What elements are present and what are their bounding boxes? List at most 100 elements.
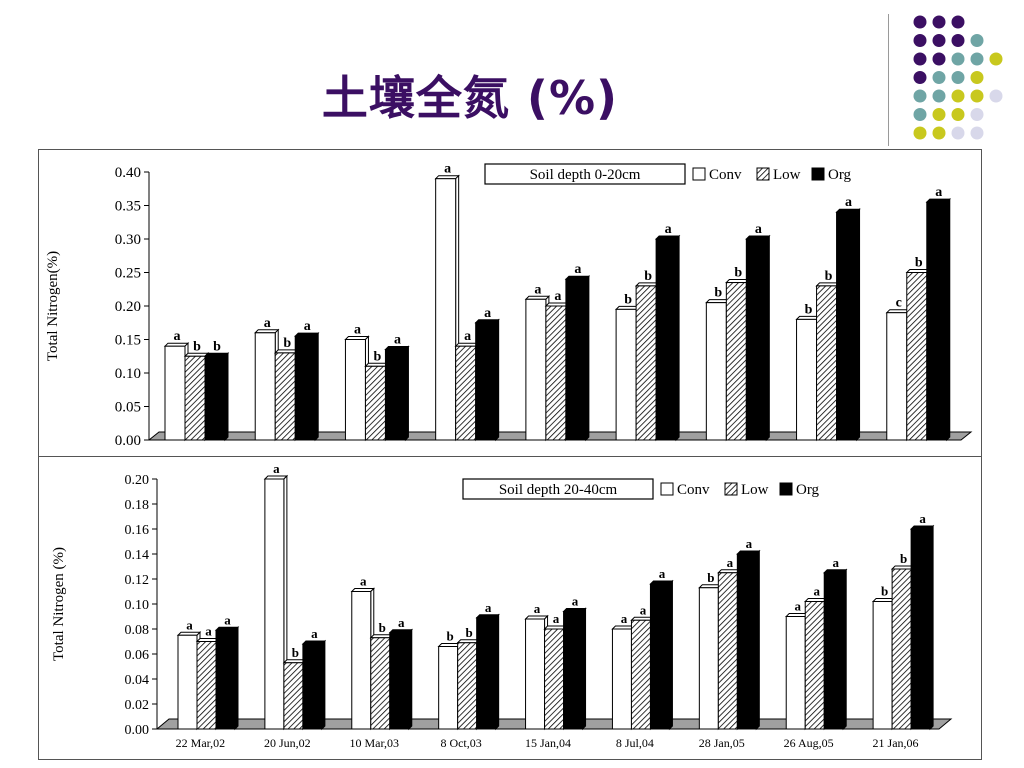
chart-panel-0-20cm: 0.00 0.05 0.10 0.15 0.20 0.25 0.30 0.35 0.40 Tota… bbox=[38, 149, 982, 458]
significance-letter: b bbox=[447, 629, 454, 644]
y-tick-label: 0.40 bbox=[115, 165, 141, 181]
legend-swatch-org bbox=[811, 167, 825, 181]
significance-letter: b bbox=[915, 256, 923, 271]
decor-dot bbox=[932, 108, 946, 121]
y-tick-label: 0.05 bbox=[115, 400, 141, 416]
legend-swatch-org bbox=[779, 482, 793, 496]
significance-letter: a bbox=[398, 615, 405, 630]
significance-letter: a bbox=[553, 611, 560, 626]
legend-label-org: Org bbox=[828, 167, 852, 183]
bar-org bbox=[835, 207, 861, 442]
significance-letter: a bbox=[746, 536, 753, 551]
bar-org bbox=[214, 626, 240, 731]
bar-org bbox=[294, 331, 320, 442]
significance-letter: a bbox=[813, 584, 820, 599]
decor-dot bbox=[951, 15, 965, 29]
significance-letter: a bbox=[360, 574, 367, 589]
significance-letter: a bbox=[794, 599, 801, 614]
decor-dot bbox=[951, 126, 965, 140]
title-divider-line bbox=[888, 14, 889, 146]
significance-letter: b bbox=[379, 620, 386, 635]
legend-title-box bbox=[484, 163, 686, 185]
bar-org bbox=[925, 197, 951, 442]
significance-letter: b bbox=[624, 292, 632, 307]
significance-letter: a bbox=[304, 319, 311, 334]
significance-letter: a bbox=[919, 511, 926, 526]
significance-letter: a bbox=[574, 262, 581, 277]
x-tick-label: 8 Jul,04 bbox=[616, 736, 654, 750]
significance-letter: a bbox=[464, 329, 471, 344]
significance-letter: b bbox=[213, 339, 221, 354]
decor-dot bbox=[932, 34, 946, 47]
y-tick-label: 0.20 bbox=[115, 299, 141, 315]
significance-letter: a bbox=[659, 566, 666, 581]
bar-org bbox=[564, 274, 591, 442]
bar-org bbox=[301, 639, 327, 731]
decor-dot bbox=[970, 89, 984, 103]
significance-letter: a bbox=[174, 329, 181, 344]
decor-dot bbox=[932, 52, 946, 66]
decor-dot bbox=[970, 52, 984, 66]
decor-dot bbox=[932, 89, 946, 103]
significance-letter: a bbox=[394, 333, 401, 348]
bar-chart-0-20cm: 0.00 0.05 0.10 0.15 0.20 0.25 0.30 0.35 0.40 Tota… bbox=[45, 162, 973, 449]
legend-label-conv: Conv bbox=[709, 167, 742, 183]
significance-letter: b bbox=[707, 570, 714, 585]
y-tick-label: 0.08 bbox=[125, 623, 150, 638]
decor-dot bbox=[913, 108, 927, 121]
significance-letter: b bbox=[466, 625, 473, 640]
legend-title-box bbox=[462, 478, 654, 500]
decor-dot bbox=[932, 71, 946, 84]
x-tick-label: 22 Mar,02 bbox=[176, 736, 226, 750]
significance-letter: a bbox=[554, 289, 561, 304]
decor-dot bbox=[970, 71, 984, 84]
legend-title: Soil depth 0-20cm bbox=[530, 167, 641, 183]
significance-letter: b bbox=[734, 266, 742, 281]
legend-swatch-conv bbox=[660, 482, 674, 496]
decor-dot bbox=[913, 34, 927, 47]
significance-letter: a bbox=[444, 162, 451, 177]
significance-letter: a bbox=[224, 612, 231, 627]
legend-swatch-low bbox=[724, 482, 738, 496]
decor-dot bbox=[913, 71, 927, 84]
y-tick-label: 0.30 bbox=[115, 232, 141, 248]
y-tick-label: 0.00 bbox=[125, 723, 150, 738]
decor-dot bbox=[989, 52, 1003, 66]
y-tick-label: 0.12 bbox=[125, 573, 150, 588]
x-tick-label: 21 Jan,06 bbox=[873, 736, 919, 750]
bar-org bbox=[388, 628, 413, 731]
decor-dot bbox=[932, 126, 946, 140]
y-tick-label: 0.10 bbox=[115, 366, 141, 382]
x-tick-label: 28 Jan,05 bbox=[699, 736, 745, 750]
decor-dot bbox=[913, 126, 927, 140]
bar-org bbox=[203, 352, 230, 442]
bar-org bbox=[823, 568, 848, 731]
significance-letter: b bbox=[900, 551, 907, 566]
significance-letter: c bbox=[896, 296, 902, 311]
y-tick-label: 0.25 bbox=[115, 266, 141, 282]
x-tick-label: 26 Aug,05 bbox=[784, 736, 834, 750]
decor-dot bbox=[932, 15, 946, 29]
significance-letter: b bbox=[193, 339, 201, 354]
decor-dot bbox=[951, 71, 965, 84]
decor-dot bbox=[951, 34, 965, 47]
significance-letter: a bbox=[621, 611, 628, 626]
bar-org bbox=[384, 345, 410, 442]
significance-letter: a bbox=[832, 555, 839, 570]
y-tick-label: 0.02 bbox=[125, 698, 150, 713]
significance-letter: b bbox=[374, 349, 382, 364]
x-tick-label: 15 Jan,04 bbox=[525, 736, 571, 750]
y-tick-label: 0.00 bbox=[115, 433, 141, 449]
x-tick-label: 20 Jun,02 bbox=[264, 736, 311, 750]
y-tick-label: 0.06 bbox=[125, 648, 150, 663]
significance-letter: b bbox=[881, 584, 888, 599]
bar-org bbox=[745, 234, 771, 442]
bar-org bbox=[909, 524, 935, 731]
decor-dot bbox=[989, 89, 1003, 103]
slide-title: 土壤全氮 (%) bbox=[321, 71, 619, 125]
chart-panel-20-40cm: 0.00 0.02 0.04 0.06 0.08 0.10 0.12 0.14 0.16 0.18… bbox=[38, 456, 982, 760]
decor-dot bbox=[913, 15, 927, 29]
decor-dot bbox=[913, 52, 927, 66]
legend-swatch-low bbox=[756, 167, 770, 181]
significance-letter: a bbox=[665, 222, 672, 237]
